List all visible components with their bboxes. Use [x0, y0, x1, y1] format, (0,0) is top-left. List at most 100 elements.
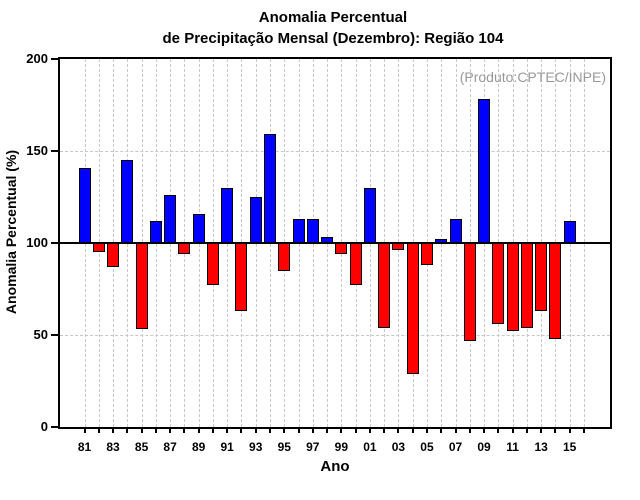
y-tick-label: 150 [26, 143, 48, 158]
x-tick [140, 427, 143, 433]
x-tick [183, 427, 186, 433]
bar [206, 243, 219, 286]
x-tick-label: 83 [106, 440, 120, 454]
x-tick-label: 13 [534, 440, 548, 454]
bar [164, 195, 177, 243]
x-tick-label: 09 [477, 440, 491, 454]
chart-title-line2: de Precipitação Mensal (Dezembro): Regiã… [162, 30, 504, 47]
bar [506, 243, 519, 332]
y-tick [51, 242, 60, 244]
x-tick-label: 05 [420, 440, 434, 454]
x-tick [240, 427, 243, 433]
y-tick [51, 58, 60, 60]
x-tick [112, 427, 115, 433]
bar [406, 243, 419, 374]
x-tick [254, 427, 257, 433]
x-tick [126, 427, 129, 433]
x-tick [383, 427, 386, 433]
y-tick [51, 334, 60, 336]
bar [235, 243, 248, 312]
y-tick [51, 150, 60, 152]
x-tick [326, 427, 329, 433]
x-tick [368, 427, 371, 433]
bar [178, 243, 191, 255]
x-tick [297, 427, 300, 433]
x-tick-label: 91 [220, 440, 234, 454]
x-tick [269, 427, 271, 433]
h-gridline [60, 335, 610, 336]
x-tick [468, 427, 471, 433]
bar [520, 243, 533, 328]
x-tick [197, 427, 200, 433]
x-tick-label: 81 [77, 440, 92, 454]
x-tick [425, 427, 428, 433]
x-tick [411, 427, 414, 433]
bar [249, 197, 262, 243]
bar [363, 187, 376, 243]
bar [549, 243, 562, 339]
x-tick [497, 427, 500, 433]
bar [492, 243, 505, 324]
bar [121, 160, 134, 243]
bar [92, 243, 105, 253]
y-tick-label: 200 [26, 51, 48, 66]
chart-title: Anomalia Percentual de Precipitação Mens… [13, 7, 640, 49]
x-tick-label: 89 [191, 440, 206, 454]
x-tick [226, 427, 229, 433]
x-tick [582, 427, 585, 433]
x-tick [83, 427, 86, 433]
chart-title-line1: Anomalia Percentual [258, 9, 408, 26]
bar [107, 243, 120, 267]
bar [478, 99, 491, 243]
x-tick [568, 427, 571, 433]
x-tick [354, 427, 357, 433]
bar [535, 243, 548, 312]
bar [264, 134, 276, 243]
x-axis-label: Ano [320, 458, 350, 475]
x-tick-label: 99 [334, 440, 349, 454]
bar [292, 219, 305, 243]
bar [135, 243, 148, 330]
x-tick-label: 87 [163, 440, 177, 454]
x-tick [525, 427, 528, 433]
x-tick [397, 427, 400, 433]
x-tick-label: 15 [562, 440, 577, 454]
x-tick-label: 93 [249, 440, 263, 454]
bar [392, 243, 405, 251]
x-tick [454, 427, 457, 433]
x-tick [554, 427, 557, 433]
x-tick [97, 427, 100, 433]
baseline-100 [60, 242, 610, 244]
bar [463, 243, 476, 341]
x-tick [169, 427, 172, 433]
x-tick-label: 95 [277, 440, 291, 454]
x-tick [283, 427, 286, 433]
x-tick-label: 01 [363, 440, 377, 454]
bar [149, 220, 162, 243]
source-annotation: (Produto:CPTEC/INPE) [459, 69, 606, 85]
y-tick-label: 50 [33, 327, 48, 342]
x-tick-label: 07 [448, 440, 463, 454]
bar [192, 213, 205, 243]
x-tick [440, 427, 443, 433]
bar [378, 243, 391, 328]
x-tick-label: 11 [506, 440, 519, 454]
x-tick-label: 03 [391, 440, 406, 454]
x-tick [483, 427, 486, 433]
x-tick [340, 427, 343, 433]
y-axis-label: Anomalia Percentual (%) [3, 149, 19, 315]
y-tick-label: 0 [40, 419, 48, 434]
x-tick-label: 85 [134, 440, 149, 454]
x-tick [211, 427, 214, 433]
bar [449, 219, 462, 243]
x-tick [540, 427, 543, 433]
bar [221, 187, 234, 243]
x-tick [511, 427, 514, 433]
bar [349, 243, 362, 286]
bar [78, 167, 91, 243]
y-tick-label: 100 [26, 235, 48, 250]
plot-area: 81 83 85 87 89 91 93 95 97 99 01 03 05 07 09 11 13 15 0 50 1… [26, 51, 612, 454]
x-tick [311, 427, 314, 433]
y-tick [51, 426, 60, 428]
